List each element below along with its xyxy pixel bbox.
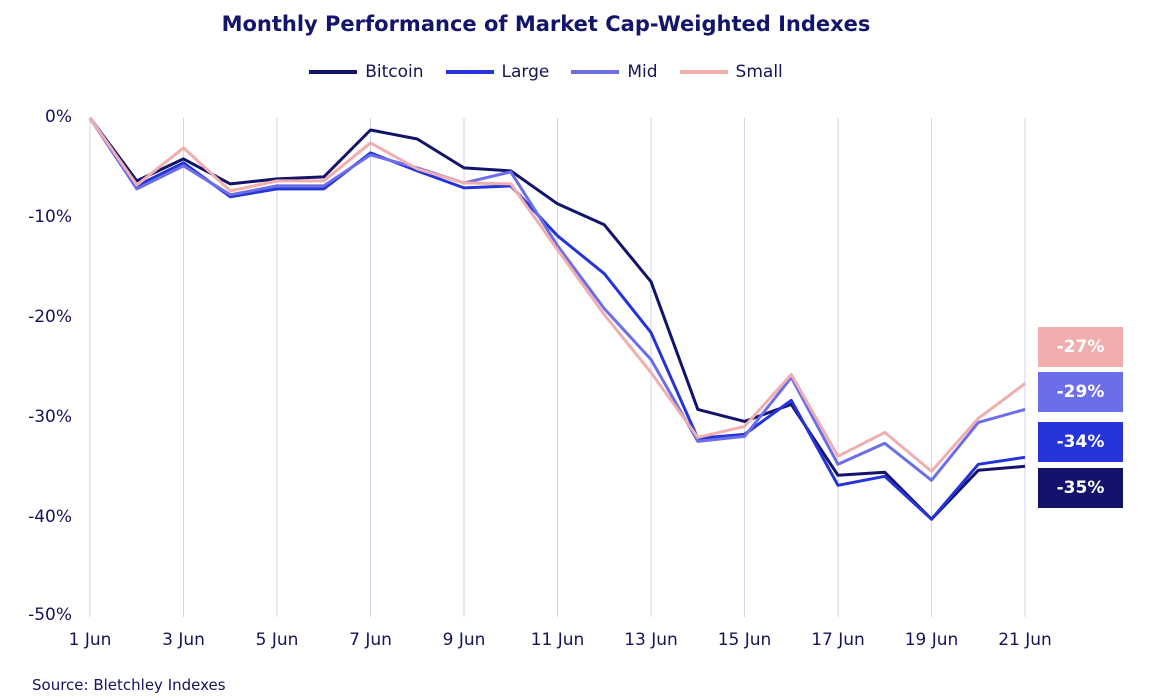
y-tick-label: -40% <box>28 507 72 527</box>
legend-swatch-large <box>445 70 494 74</box>
legend-label-large: Large <box>501 62 550 82</box>
x-tick-label: 5 Jun <box>255 630 299 650</box>
series-line-large <box>88 117 1026 521</box>
series-line-bitcoin <box>88 117 1026 521</box>
x-tick-label: 11 Jun <box>530 630 585 650</box>
end-label-large: -34% <box>1038 422 1123 462</box>
x-tick-label: 7 Jun <box>349 630 392 650</box>
end-label-bitcoin: -35% <box>1038 468 1123 508</box>
legend-item-large: Large <box>445 62 550 82</box>
y-tick-label: -50% <box>28 605 72 625</box>
y-tick-label: 0% <box>45 107 72 127</box>
y-tick-label: -10% <box>28 207 72 227</box>
y-tick-label: -20% <box>28 307 72 327</box>
y-tick-label: -30% <box>28 407 72 427</box>
x-tick-label: 15 Jun <box>717 630 772 650</box>
legend-label-small: Small <box>735 62 783 82</box>
legend-swatch-small <box>679 70 728 74</box>
legend-item-small: Small <box>679 62 783 82</box>
series-line-mid <box>88 117 1026 482</box>
end-label-mid: -29% <box>1038 372 1123 412</box>
legend-item-bitcoin: Bitcoin <box>309 62 424 82</box>
x-tick-label: 17 Jun <box>811 630 865 650</box>
x-tick-label: 19 Jun <box>904 630 959 650</box>
legend-item-mid: Mid <box>571 62 658 82</box>
legend-label-bitcoin: Bitcoin <box>365 62 424 82</box>
legend-label-mid: Mid <box>627 62 658 82</box>
end-label-small: -27% <box>1038 327 1123 367</box>
x-tick-label: 9 Jun <box>442 630 486 650</box>
series-line-small <box>88 117 1026 473</box>
legend: Bitcoin Large Mid Small <box>0 62 1092 82</box>
x-tick-label: 1 Jun <box>68 630 112 650</box>
source-note: Source: Bletchley Indexes <box>32 676 226 694</box>
legend-swatch-mid <box>571 70 620 74</box>
x-tick-label: 3 Jun <box>162 630 205 650</box>
legend-swatch-bitcoin <box>309 70 358 74</box>
x-tick-label: 21 Jun <box>998 630 1052 650</box>
chart-title: Monthly Performance of Market Cap-Weight… <box>221 12 871 36</box>
x-tick-label: 13 Jun <box>624 630 678 650</box>
